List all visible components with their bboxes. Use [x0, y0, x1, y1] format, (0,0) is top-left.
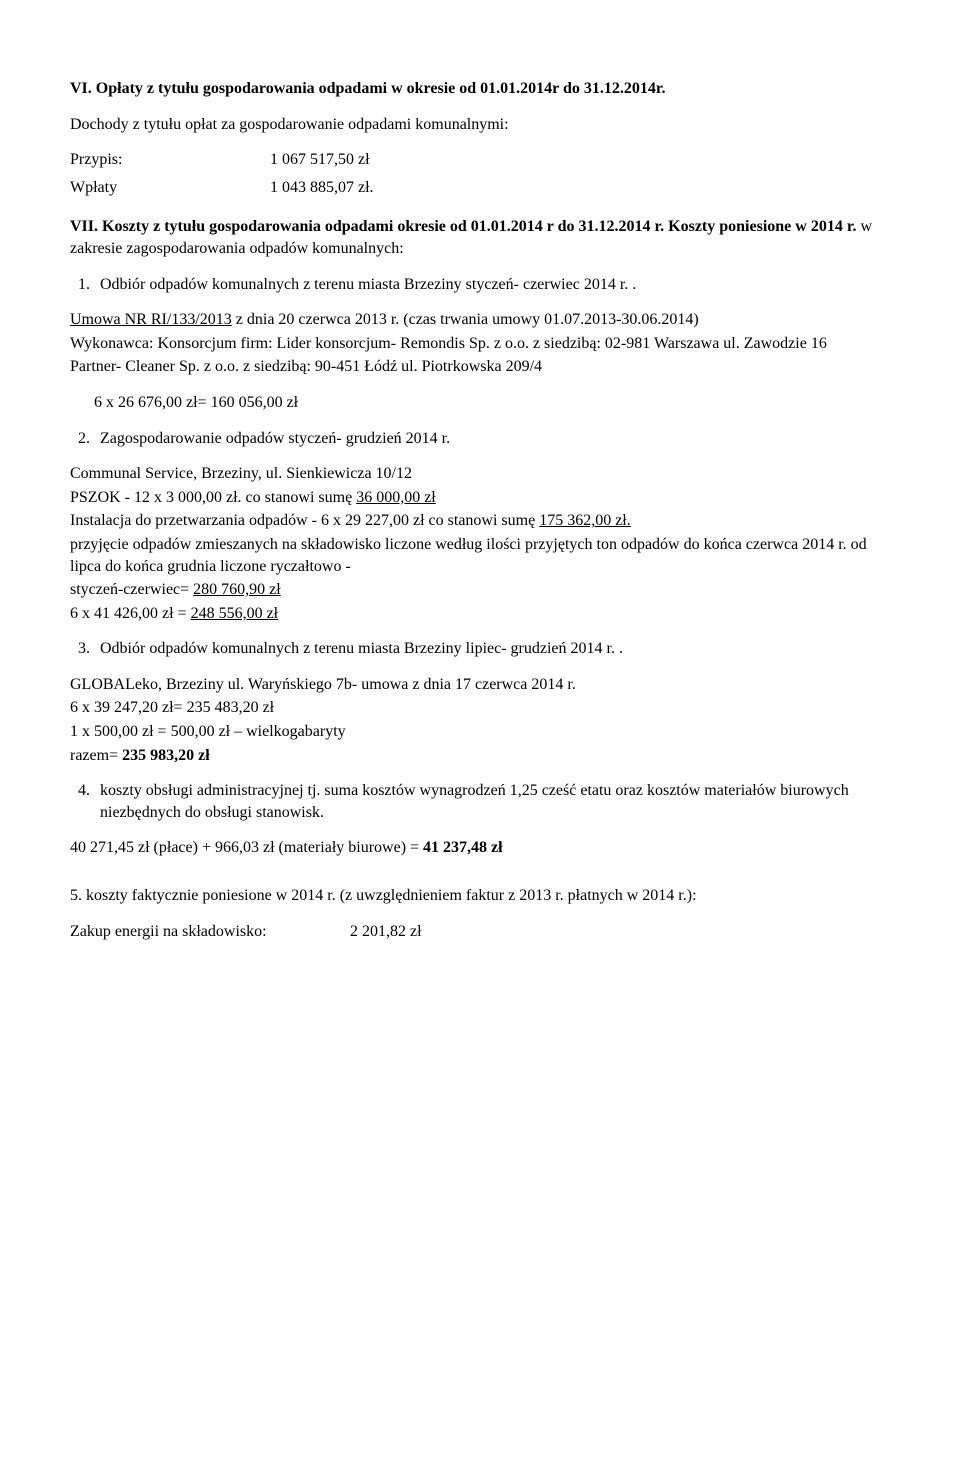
cost-list-2: Zagospodarowanie odpadów styczeń- grudzi… — [94, 428, 890, 450]
cost-item-4: koszty obsługi administracyjnej tj. suma… — [94, 780, 890, 823]
przypis-label: Przypis: — [70, 149, 270, 171]
calc-4b: 41 237,48 zł — [423, 839, 503, 856]
energy-label: Zakup energii na składowisko: — [70, 921, 350, 943]
wplaty-value: 1 043 885,07 zł. — [270, 177, 374, 199]
cost-item-3: Odbiór odpadów komunalnych z terenu mias… — [94, 638, 890, 660]
global-l3: 1 x 500,00 zł = 500,00 zł – wielkogabary… — [70, 721, 890, 743]
communal-l2: PSZOK - 12 x 3 000,00 zł. co stanowi sum… — [70, 487, 890, 509]
communal-l5u: 280 760,90 zł — [193, 581, 281, 598]
energy-value: 2 201,82 zł — [350, 921, 422, 943]
communal-l3a: Instalacja do przetwarzania odpadów - 6 … — [70, 512, 539, 529]
communal-l6u: 248 556,00 zł — [191, 605, 279, 622]
global-l4a: razem= — [70, 747, 122, 764]
communal-l3u: 175 362,00 zł. — [539, 512, 631, 529]
section-6-heading: VI. Opłaty z tytułu gospodarowania odpad… — [70, 78, 890, 100]
umowa-line-1: Umowa NR RI/133/2013 z dnia 20 czerwca 2… — [70, 309, 890, 331]
communal-l2u: 36 000,00 zł — [356, 489, 436, 506]
przypis-row: Przypis: 1 067 517,50 zł — [70, 149, 890, 171]
cost-list-3: Odbiór odpadów komunalnych z terenu mias… — [94, 638, 890, 660]
global-l2: 6 x 39 247,20 zł= 235 483,20 zł — [70, 697, 890, 719]
umowa-block: Umowa NR RI/133/2013 z dnia 20 czerwca 2… — [70, 309, 890, 378]
global-l4b: 235 983,20 zł — [122, 747, 210, 764]
dochody-intro: Dochody z tytułu opłat za gospodarowanie… — [70, 114, 890, 136]
przypis-value: 1 067 517,50 zł — [270, 149, 370, 171]
wplaty-label: Wpłaty — [70, 177, 270, 199]
cost-item-5: 5. koszty faktycznie poniesione w 2014 r… — [70, 885, 890, 907]
communal-l6a: 6 x 41 426,00 zł = — [70, 605, 191, 622]
umowa-line-3: Partner- Cleaner Sp. z o.o. z siedzibą: … — [70, 356, 890, 378]
umowa-nr: Umowa NR RI/133/2013 — [70, 311, 232, 328]
energy-row: Zakup energii na składowisko: 2 201,82 z… — [70, 921, 890, 943]
communal-l5a: styczeń-czerwiec= — [70, 581, 193, 598]
umowa-rest: z dnia 20 czerwca 2013 r. (czas trwania … — [232, 311, 699, 328]
cost-list-1: Odbiór odpadów komunalnych z terenu mias… — [94, 274, 890, 296]
cost-item-1: Odbiór odpadów komunalnych z terenu mias… — [94, 274, 890, 296]
global-l4: razem= 235 983,20 zł — [70, 745, 890, 767]
global-l1: GLOBALeko, Brzeziny ul. Waryńskiego 7b- … — [70, 674, 890, 696]
umowa-line-2: Wykonawca: Konsorcjum firm: Lider konsor… — [70, 333, 890, 355]
communal-block: Communal Service, Brzeziny, ul. Sienkiew… — [70, 463, 890, 624]
cost-list-4: koszty obsługi administracyjnej tj. suma… — [94, 780, 890, 823]
communal-l5: styczeń-czerwiec= 280 760,90 zł — [70, 579, 890, 601]
section-7-heading: VII. Koszty z tytułu gospodarowania odpa… — [70, 216, 890, 259]
global-block: GLOBALeko, Brzeziny ul. Waryńskiego 7b- … — [70, 674, 890, 766]
communal-l3: Instalacja do przetwarzania odpadów - 6 … — [70, 510, 890, 532]
communal-l6: 6 x 41 426,00 zł = 248 556,00 zł — [70, 603, 890, 625]
communal-l4: przyjęcie odpadów zmieszanych na składow… — [70, 534, 890, 577]
cost-item-2: Zagospodarowanie odpadów styczeń- grudzi… — [94, 428, 890, 450]
calc-4: 40 271,45 zł (płace) + 966,03 zł (materi… — [70, 837, 890, 859]
communal-l1: Communal Service, Brzeziny, ul. Sienkiew… — [70, 463, 890, 485]
communal-l2a: PSZOK - 12 x 3 000,00 zł. co stanowi sum… — [70, 489, 356, 506]
calc-4a: 40 271,45 zł (płace) + 966,03 zł (materi… — [70, 839, 423, 856]
section-7-heading-bold: VII. Koszty z tytułu gospodarowania odpa… — [70, 218, 856, 235]
wplaty-row: Wpłaty 1 043 885,07 zł. — [70, 177, 890, 199]
calc-1: 6 x 26 676,00 zł= 160 056,00 zł — [94, 392, 890, 414]
